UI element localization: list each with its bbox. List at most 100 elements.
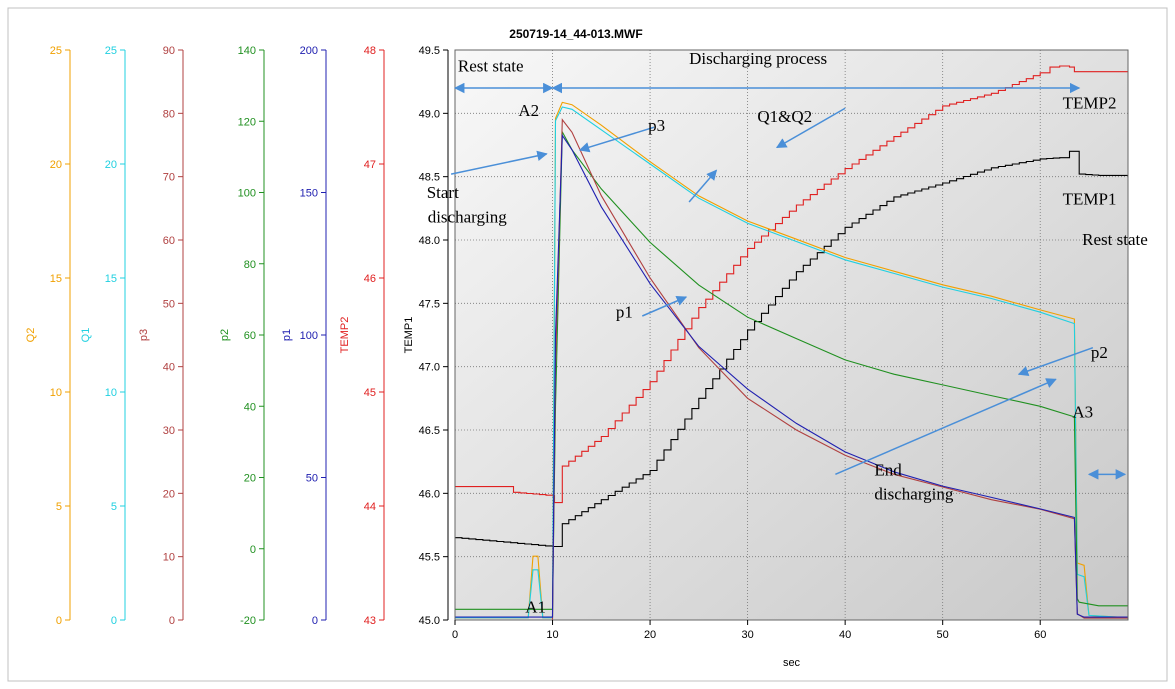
y-tick-label: 10: [105, 387, 117, 399]
series-group: [455, 65, 1129, 621]
y-tick-label: 40: [163, 362, 175, 374]
chart-title: 250719-14_44-013.MWF: [509, 27, 642, 41]
annotation-label: p1: [616, 302, 633, 321]
y-axis-label: Q1: [80, 328, 92, 343]
y-axis-label: p2: [219, 329, 231, 341]
y-tick-label: 47.5: [419, 298, 440, 310]
y-tick-label: 90: [163, 45, 175, 57]
y-tick-label: 80: [163, 108, 175, 120]
y-tick-label: 100: [300, 330, 318, 342]
y-tick-label: 120: [238, 116, 256, 128]
annotation-label: p2: [1091, 343, 1108, 362]
y-tick-label: 48.0: [419, 235, 440, 247]
annotation-label: Start: [427, 183, 459, 202]
y-axis-q1: 0 5 10 15 20 25 Q1: [80, 45, 126, 627]
y-axis-p1: 0 50 100 150 200 p1: [281, 45, 327, 627]
annotation-label: Discharging process: [689, 49, 827, 68]
series-line-temp1: [455, 150, 1128, 548]
y-tick-label: -20: [240, 615, 256, 627]
y-tick-label: 0: [169, 615, 175, 627]
annotation-label: Q1&Q2: [757, 107, 812, 126]
y-axis-label: Q2: [25, 328, 37, 343]
y-tick-label: 45: [364, 387, 376, 399]
series-line-p1: [455, 133, 1128, 618]
y-tick-label: 45.5: [419, 552, 440, 564]
y-tick-label: 20: [50, 159, 62, 171]
x-axis: 0 10 20 30 40 50 60 sec: [452, 620, 1046, 669]
y-tick-label: 47.0: [419, 362, 440, 374]
y-tick-label: 60: [244, 330, 256, 342]
annotation-label: A1: [525, 597, 546, 616]
y-tick-label: 10: [50, 387, 62, 399]
y-tick-label: 25: [105, 45, 117, 57]
y-axis-q2: 0 5 10 15 20 25 Q2: [25, 45, 71, 627]
y-tick-label: 20: [244, 473, 256, 485]
annotations-group: Rest state Discharging process A2 TEMP2 p3 Q1…: [427, 49, 1148, 616]
x-tick-label: 40: [839, 629, 851, 641]
y-tick-label: 46.0: [419, 488, 440, 500]
y-tick-label: 0: [250, 544, 256, 556]
y-tick-label: 15: [50, 273, 62, 285]
series-line-p2: [455, 129, 1128, 610]
y-axis-temp1: 45.0 45.5 46.0 46.5 47.0 47.5 48.0 48.5 49.0 49.5…: [403, 45, 449, 627]
plot-background: [455, 50, 1128, 620]
y-tick-label: 43: [364, 615, 376, 627]
x-tick-label: 10: [546, 629, 558, 641]
y-axis-p2: -20 0 20 40 60 80 100 120 140 p2: [219, 45, 265, 627]
y-tick-label: 30: [163, 425, 175, 437]
y-tick-label: 20: [105, 159, 117, 171]
y-tick-label: 46: [364, 273, 376, 285]
y-tick-label: 60: [163, 235, 175, 247]
y-tick-label: 0: [111, 615, 117, 627]
y-tick-label: 48.5: [419, 172, 440, 184]
y-tick-label: 40: [244, 401, 256, 413]
y-tick-label: 25: [50, 45, 62, 57]
annotation-arrow: [450, 150, 548, 175]
annotation-arrow: [688, 169, 718, 203]
annotation-arrow: [641, 295, 688, 317]
y-tick-label: 5: [111, 501, 117, 513]
annotation-label: A3: [1072, 402, 1093, 421]
y-axis-label: TEMP1: [403, 317, 415, 354]
y-tick-label: 20: [163, 488, 175, 500]
x-tick-label: 0: [452, 629, 458, 641]
annotation-label: End: [874, 461, 902, 480]
y-tick-label: 5: [56, 501, 62, 513]
annotation-label: discharging: [428, 207, 508, 226]
y-tick-label: 100: [238, 188, 256, 200]
x-tick-label: 50: [937, 629, 949, 641]
annotation-label: Rest state: [458, 57, 524, 76]
y-axis-temp2: 43 44 45 46 47 48 TEMP2: [339, 45, 385, 627]
y-tick-label: 140: [238, 45, 256, 57]
annotation-label: A2: [518, 101, 539, 120]
y-axis-label: p1: [281, 329, 293, 341]
y-tick-label: 10: [163, 552, 175, 564]
y-tick-label: 49.0: [419, 108, 440, 120]
x-tick-label: 20: [644, 629, 656, 641]
arrows-group: [450, 82, 1127, 480]
y-tick-label: 48: [364, 45, 376, 57]
y-tick-label: 15: [105, 273, 117, 285]
y-axis-p3: 0 10 20 30 40 50 60 70 80 90 p3: [138, 45, 184, 627]
y-tick-label: 150: [300, 188, 318, 200]
y-tick-label: 50: [306, 473, 318, 485]
y-tick-label: 50: [163, 298, 175, 310]
x-axis-label: sec: [783, 657, 801, 669]
y-tick-label: 45.0: [419, 615, 440, 627]
y-axis-label: TEMP2: [339, 317, 351, 354]
y-axis-label: p3: [138, 329, 150, 341]
series-line-temp2: [455, 65, 1128, 504]
axes-group: 0 5 10 15 20 25 Q2 0 5 10 15 20 25 Q1 0 10 20 30 40 50 60 70 8…: [25, 45, 449, 627]
annotation-arrow: [578, 126, 655, 153]
y-tick-label: 46.5: [419, 425, 440, 437]
y-tick-label: 70: [163, 172, 175, 184]
annotation-label: TEMP2: [1063, 93, 1117, 112]
x-tick-label: 30: [741, 629, 753, 641]
y-tick-label: 49.5: [419, 45, 440, 57]
annotation-arrow: [835, 378, 1057, 476]
y-tick-label: 44: [364, 501, 376, 513]
x-tick-label: 60: [1034, 629, 1046, 641]
y-tick-label: 0: [56, 615, 62, 627]
